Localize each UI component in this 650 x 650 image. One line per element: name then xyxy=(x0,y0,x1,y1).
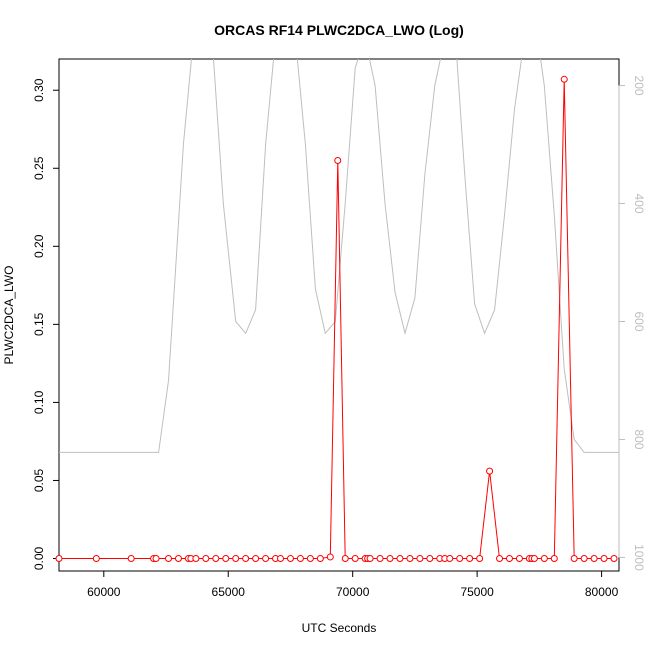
x-axis-label: UTC Seconds xyxy=(302,621,377,635)
secondary-y-axis: 200 400 600 800 1000 xyxy=(618,76,646,571)
plot-frame xyxy=(58,58,620,572)
primary-data-point xyxy=(232,555,240,563)
primary-data-point xyxy=(570,555,578,563)
primary-data-point xyxy=(496,555,504,563)
primary-data-point xyxy=(456,555,464,563)
primary-data-point xyxy=(540,555,548,563)
primary-data-point xyxy=(296,555,304,563)
primary-data-point xyxy=(590,555,598,563)
chart-title: ORCAS RF14 PLWC2DCA_LWO (Log) xyxy=(214,22,464,38)
primary-data-point xyxy=(127,555,135,563)
x-tick-label: 75000 xyxy=(460,585,494,599)
y-axis-label: PLWC2DCA_LWO xyxy=(2,266,16,365)
y-axis: 0.00 0.05 0.10 0.15 0.20 0.25 0.30 xyxy=(32,78,60,571)
primary-data-point xyxy=(152,555,160,563)
y-tick-label: 0.15 xyxy=(32,312,46,336)
primary-data-point xyxy=(165,555,173,563)
y-tick-label: 0.00 xyxy=(32,547,46,571)
primary-data-point xyxy=(426,555,434,563)
primary-data-point xyxy=(515,555,523,563)
x-tick-label: 65000 xyxy=(212,585,246,599)
x-axis: 60000 65000 70000 75000 80000 xyxy=(87,570,619,599)
y-tick-label: 0.25 xyxy=(32,156,46,180)
primary-data-point xyxy=(92,555,100,563)
primary-data-point xyxy=(192,555,200,563)
primary-data-point xyxy=(446,555,454,563)
y-tick-label: 0.30 xyxy=(32,78,46,102)
primary-data-point xyxy=(406,555,414,563)
primary-data-point xyxy=(242,555,250,563)
primary-data-point xyxy=(550,555,558,563)
primary-data-point xyxy=(466,555,474,563)
y2-tick-label: 1000 xyxy=(632,544,646,571)
y-tick-label: 0.05 xyxy=(32,468,46,492)
primary-data-point xyxy=(376,555,384,563)
primary-data-point xyxy=(174,555,182,563)
primary-data-point xyxy=(386,555,394,563)
primary-data-point xyxy=(334,156,342,164)
primary-data-point xyxy=(55,555,63,563)
secondary-series-line xyxy=(59,59,619,453)
primary-data-point xyxy=(600,555,608,563)
y2-tick-label: 400 xyxy=(632,194,646,214)
primary-data-point xyxy=(530,555,538,563)
primary-data-point xyxy=(202,555,210,563)
x-tick-label: 70000 xyxy=(336,585,370,599)
primary-data-point xyxy=(306,555,314,563)
primary-data-point xyxy=(286,555,294,563)
primary-data-point xyxy=(212,555,220,563)
primary-data-point xyxy=(252,555,260,563)
primary-data-point xyxy=(326,553,334,561)
primary-data-point xyxy=(610,555,618,563)
primary-data-point xyxy=(366,555,374,563)
primary-data-point xyxy=(222,555,230,563)
primary-series-line xyxy=(59,79,614,559)
primary-data-point xyxy=(560,75,568,83)
y2-tick-label: 200 xyxy=(632,76,646,96)
primary-data-point xyxy=(341,555,349,563)
primary-data-point xyxy=(580,555,588,563)
primary-data-point xyxy=(316,555,324,563)
plot-marks xyxy=(55,59,619,563)
y-tick-label: 0.10 xyxy=(32,390,46,414)
primary-data-point xyxy=(396,555,404,563)
primary-data-point xyxy=(262,555,270,563)
x-tick-label: 60000 xyxy=(87,585,121,599)
primary-data-point xyxy=(277,555,285,563)
y2-tick-label: 800 xyxy=(632,429,646,449)
y2-tick-label: 600 xyxy=(632,311,646,331)
primary-data-point xyxy=(505,555,513,563)
primary-data-point xyxy=(476,555,484,563)
x-tick-label: 80000 xyxy=(585,585,619,599)
primary-data-point xyxy=(351,555,359,563)
y-tick-label: 0.20 xyxy=(32,234,46,258)
primary-data-point xyxy=(416,555,424,563)
primary-data-point xyxy=(486,467,494,475)
